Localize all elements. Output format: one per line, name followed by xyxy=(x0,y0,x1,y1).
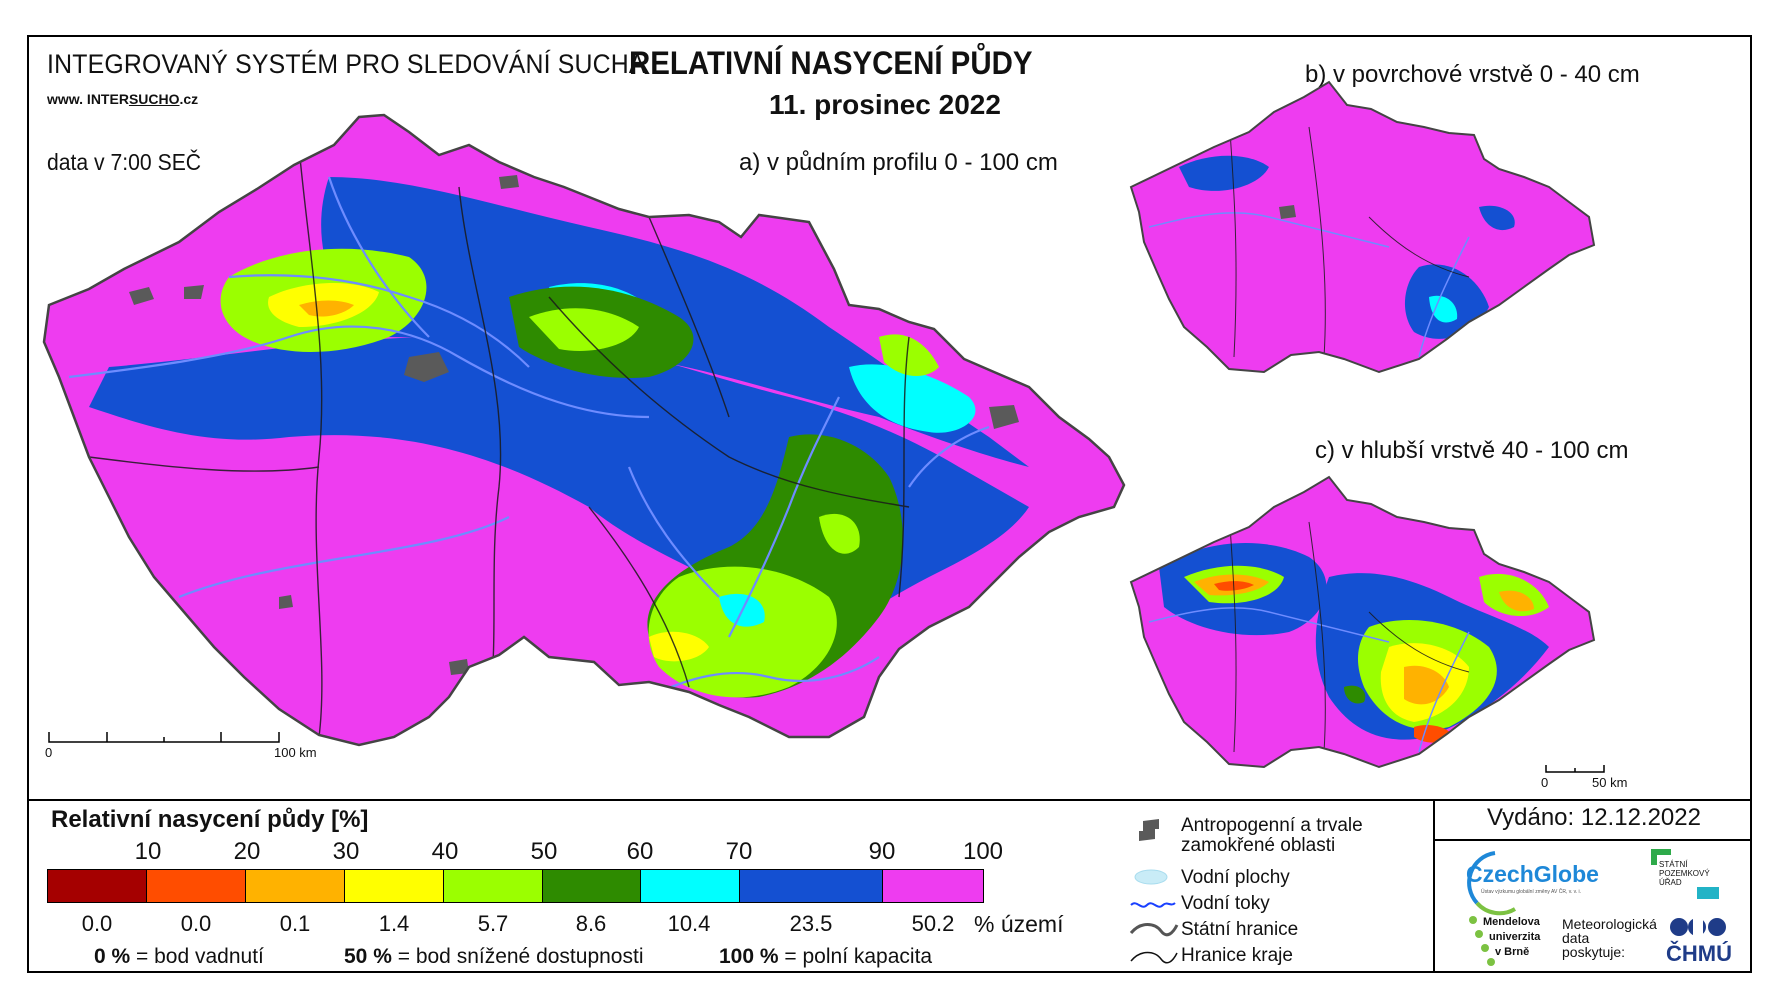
state-border-b xyxy=(1129,80,1596,374)
legend-swatch xyxy=(444,870,543,902)
legend-swatch xyxy=(345,870,444,902)
map-sheet: INTEGROVANÝ SYSTÉM PRO SLEDOVÁNÍ SUCHA w… xyxy=(27,35,1752,973)
legend-tick: 90 xyxy=(868,838,896,865)
legend-tick: 50 xyxy=(530,838,558,865)
map-a-label: a) v půdním profilu 0 - 100 cm xyxy=(739,149,1058,176)
legend-tick: 10 xyxy=(134,838,162,865)
symbol-region-border-label: Hranice kraje xyxy=(1181,945,1293,966)
scale-main-end: 100 km xyxy=(274,745,317,760)
state-border-c xyxy=(1129,475,1596,769)
spu-logo-text: STÁTNÍ POZEMKOVÝ ÚŘAD xyxy=(1659,860,1710,887)
issued-date: Vydáno: 12.12.2022 xyxy=(1487,804,1701,831)
chmu-logo-mark xyxy=(1670,918,1726,936)
legend-swatch xyxy=(147,870,246,902)
symbol-legend-icons xyxy=(1129,819,1179,964)
legend-swatch xyxy=(883,870,983,902)
legend-share: 0.0 xyxy=(180,911,212,936)
legend-swatch xyxy=(48,870,147,902)
footer-divider-vertical xyxy=(1433,799,1435,971)
czechglobe-name: CzechGlobe xyxy=(1466,861,1599,887)
system-title: INTEGROVANÝ SYSTÉM PRO SLEDOVÁNÍ SUCHA xyxy=(47,49,646,79)
website-url[interactable]: www. INTERSUCHO.cz xyxy=(47,91,199,107)
scale-bar-main xyxy=(48,732,280,743)
legend-share: 10.4 xyxy=(667,911,711,936)
note-field-capacity: 100 % = polní kapacita xyxy=(719,945,933,968)
legend-share-unit: % území xyxy=(974,911,1064,937)
legend-share: 0.1 xyxy=(279,911,311,936)
water-area-icon xyxy=(1134,869,1168,885)
data-time: data v 7:00 SEČ xyxy=(47,149,202,175)
spu-logo-accent xyxy=(1697,887,1719,899)
symbol-water-label: Vodní plochy xyxy=(1181,867,1290,888)
legend-title: Relativní nasycení půdy [%] xyxy=(51,806,369,833)
legend-share: 23.5 xyxy=(789,911,833,936)
map-a xyxy=(42,80,1605,773)
legend-share: 8.6 xyxy=(575,911,607,936)
scale-small-end: 50 km xyxy=(1592,775,1628,790)
legend-share: 1.4 xyxy=(378,911,410,936)
czechglobe-logo xyxy=(1467,851,1517,916)
scale-bar-small xyxy=(1545,765,1605,773)
legend-tick: 70 xyxy=(725,838,753,865)
region-border-icon xyxy=(1130,951,1178,964)
legend-tick: 100 xyxy=(962,838,1004,865)
note-reduced-availability: 50 % = bod snížené dostupnosti xyxy=(344,945,644,968)
legend-tick: 40 xyxy=(431,838,459,865)
urban-area-icon xyxy=(1139,819,1159,841)
legend-tick: 30 xyxy=(332,838,360,865)
legend-share: 50.2 xyxy=(911,911,955,936)
map-date: 11. prosinec 2022 xyxy=(769,89,1001,120)
legend-divider xyxy=(29,799,1750,801)
symbol-state-border-label: Státní hranice xyxy=(1181,919,1299,940)
czechglobe-subtitle: Ústav výzkumu globální změny AV ČR, v. v… xyxy=(1481,889,1582,895)
scale-main-zero: 0 xyxy=(45,745,53,760)
scale-small-zero: 0 xyxy=(1541,775,1549,790)
meteo-credit: Meteorologická data poskytuje: xyxy=(1562,916,1657,960)
legend-tick: 60 xyxy=(626,838,654,865)
main-title: RELATIVNÍ NASYCENÍ PŮDY xyxy=(629,45,1033,81)
chmu-name: ČHMÚ xyxy=(1666,941,1732,966)
symbol-river-label: Vodní toky xyxy=(1181,893,1270,914)
legend-share: 0.0 xyxy=(81,911,113,936)
symbol-urban-label: Antropogenní a trvale zamokřené oblasti xyxy=(1181,815,1363,856)
mendelu-logo-dots xyxy=(1469,916,1495,966)
legend-swatch xyxy=(246,870,345,902)
legend-share: 5.7 xyxy=(477,911,509,936)
river-icon xyxy=(1130,902,1176,908)
legend-colorbar xyxy=(47,869,984,903)
footer-divider-horizontal xyxy=(1433,839,1750,841)
map-b-label: b) v povrchové vrstvě 0 - 40 cm xyxy=(1305,61,1640,88)
legend-swatch xyxy=(641,870,740,902)
state-border-a xyxy=(42,113,1126,747)
legend-swatch xyxy=(543,870,641,902)
spu-logo-mark xyxy=(1651,849,1671,865)
legend-tick: 20 xyxy=(233,838,261,865)
mendelu-text: Mendelova univerzita v Brně xyxy=(1483,916,1541,958)
state-border-icon xyxy=(1129,923,1179,937)
note-wilting-point: 0 % = bod vadnutí xyxy=(94,945,264,968)
map-c-label: c) v hlubší vrstvě 40 - 100 cm xyxy=(1315,437,1629,464)
legend-swatch xyxy=(740,870,883,902)
